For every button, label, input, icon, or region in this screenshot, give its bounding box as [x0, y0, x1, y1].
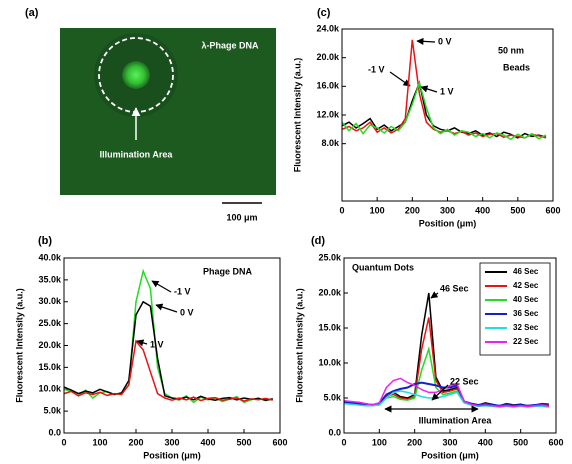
series-label: 0 V — [438, 36, 452, 46]
y-tick-label: 25.0k — [318, 252, 342, 262]
y-tick-label: 10.0k — [318, 357, 342, 367]
annotation: Phage DNA — [203, 266, 253, 276]
annotation: Illumination Area — [100, 149, 174, 159]
figure: (a) Illumination Area λ-Phage DNA 100 μm… — [0, 0, 572, 464]
y-tick-label: 15.0k — [318, 322, 342, 332]
x-tick-label: 200 — [407, 437, 422, 447]
annotation: 22 Sec — [450, 376, 479, 386]
legend-label: 32 Sec — [513, 323, 539, 332]
y-tick-label: 5.0k — [43, 406, 62, 416]
x-tick-label: 400 — [475, 205, 490, 215]
y-tick-label: 12.0k — [316, 109, 340, 119]
y-tick-label: 20.0k — [38, 340, 62, 350]
annotation: Illumination Area — [419, 415, 493, 425]
series-label: 0 V — [180, 307, 194, 317]
y-tick-label: 15.0k — [38, 362, 62, 372]
y-tick-label: 40.0k — [38, 252, 62, 262]
y-tick-label: 35.0k — [38, 274, 62, 284]
arrow — [152, 281, 171, 292]
x-tick-label: 300 — [442, 437, 457, 447]
scale-bar-label: 100 μm — [226, 212, 257, 222]
series-line — [64, 302, 273, 400]
x-tick-label: 400 — [200, 437, 215, 447]
x-tick-label: 500 — [510, 205, 525, 215]
arrow — [417, 41, 435, 42]
y-tick-label: 24.0k — [316, 23, 340, 33]
x-tick-label: 300 — [164, 437, 179, 447]
plot-frame — [64, 258, 280, 433]
panel-label: (c) — [317, 7, 331, 19]
annotation: Beads — [503, 62, 530, 72]
x-tick-label: 200 — [405, 205, 420, 215]
legend-label: 40 Sec — [513, 295, 539, 304]
x-tick-label: 100 — [370, 205, 385, 215]
y-axis-label: Fluorescent Intensity (a.u.) — [14, 288, 24, 403]
legend-label: 36 Sec — [513, 309, 539, 318]
annotation: 50 nm — [498, 45, 524, 55]
legend-label: 22 Sec — [513, 337, 539, 346]
x-tick-label: 400 — [478, 437, 493, 447]
x-tick-label: 0 — [341, 437, 346, 447]
x-axis-label: Position (μm) — [421, 450, 479, 460]
x-tick-label: 600 — [545, 205, 560, 215]
series-label: 1 V — [440, 86, 454, 96]
y-tick-label: 20.0k — [316, 52, 340, 62]
y-tick-label: 8.0k — [321, 138, 340, 148]
x-tick-label: 100 — [92, 437, 107, 447]
y-tick-label: 25.0k — [38, 318, 62, 328]
panel-a: (a) Illumination Area λ-Phage DNA 100 μm — [25, 7, 276, 222]
arrow — [156, 305, 177, 312]
y-tick-label: 16.0k — [316, 81, 340, 91]
dna-spot — [122, 61, 150, 89]
x-tick-label: 600 — [548, 437, 563, 447]
arrow — [431, 293, 438, 298]
panel-label: (b) — [38, 235, 52, 247]
arrow — [390, 72, 410, 86]
y-axis-label: Fluorescent Intensity (a.u.) — [294, 288, 304, 403]
annotation: Quantum Dots — [352, 262, 414, 272]
y-tick-label: 0.0 — [48, 427, 61, 437]
annotation: 46 Sec — [440, 283, 469, 293]
x-tick-label: 200 — [128, 437, 143, 447]
series-label: -1 V — [174, 286, 191, 296]
panel-label: (d) — [311, 235, 325, 247]
y-tick-label: 5.0k — [323, 392, 342, 402]
x-tick-label: 100 — [372, 437, 387, 447]
y-axis-label: Fluorescent Intensity (a.u.) — [292, 58, 302, 173]
panel-label: (a) — [25, 7, 39, 19]
legend-label: 46 Sec — [513, 267, 539, 276]
y-tick-label: 20.0k — [318, 287, 342, 297]
legend-label: 42 Sec — [513, 281, 539, 290]
x-tick-label: 0 — [61, 437, 66, 447]
x-tick-label: 500 — [236, 437, 251, 447]
x-axis-label: Position (μm) — [419, 218, 477, 228]
x-tick-label: 600 — [272, 437, 287, 447]
x-tick-label: 0 — [339, 205, 344, 215]
series-line — [344, 349, 549, 406]
y-tick-label: 30.0k — [38, 296, 62, 306]
x-axis-label: Position (μm) — [143, 450, 201, 460]
x-tick-label: 500 — [513, 437, 528, 447]
label: λ-Phage DNA — [201, 40, 259, 50]
series-label: 1 V — [150, 339, 164, 349]
y-tick-label: 0.0 — [328, 427, 341, 437]
series-label: -1 V — [368, 64, 385, 74]
arrow — [421, 87, 437, 92]
y-tick-label: 10.0k — [38, 384, 62, 394]
x-tick-label: 300 — [440, 205, 455, 215]
